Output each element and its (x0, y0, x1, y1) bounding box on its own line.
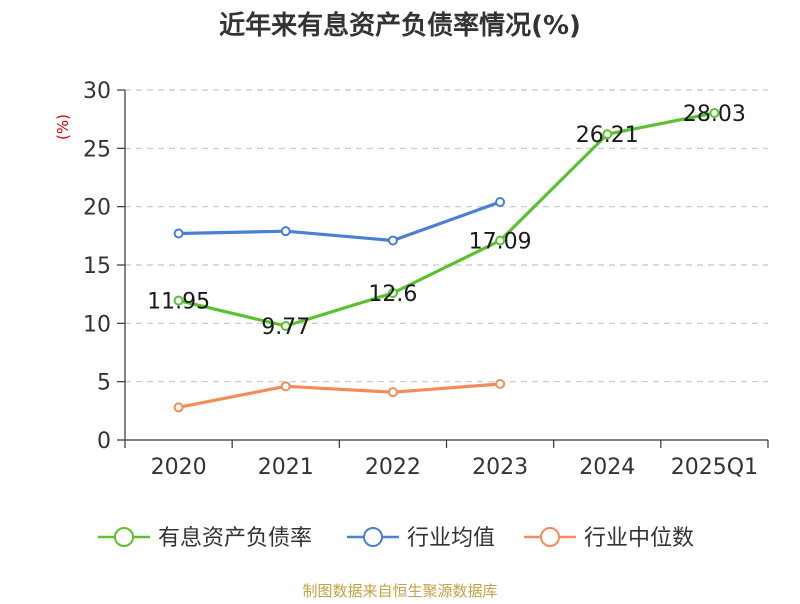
legend-item: 行业中位数 (524, 526, 694, 551)
data-label: 9.77 (261, 315, 310, 340)
legend-item: 行业均值 (347, 526, 495, 551)
y-tick-label: 30 (83, 79, 111, 104)
legend-label: 有息资产负债率 (158, 526, 312, 551)
legend-marker (114, 527, 134, 547)
data-point (173, 295, 184, 306)
gridlines (125, 89, 768, 383)
x-tick-label: 2021 (258, 455, 314, 480)
legend-label: 行业均值 (407, 526, 495, 551)
x-tick-label: 2023 (472, 455, 528, 480)
data-point (495, 235, 506, 246)
x-tick-label: 2020 (151, 455, 207, 480)
data-point (173, 402, 184, 413)
y-axis-label: (%) (54, 114, 72, 140)
data-labels: 11.95 9.77 12.6 17.09 26.21 28.03 (147, 102, 746, 340)
data-point (280, 226, 291, 237)
data-label: 26.21 (576, 123, 639, 148)
data-label: 17.09 (469, 230, 532, 255)
series-line (177, 382, 502, 409)
series-lines (173, 107, 720, 413)
legend-item: 有息资产负债率 (98, 526, 312, 551)
series-line (177, 111, 716, 328)
x-tick-label: 2025Q1 (671, 455, 758, 480)
legend-label: 行业中位数 (584, 526, 694, 551)
y-tick-label: 10 (83, 312, 111, 337)
y-tick-label: 15 (83, 254, 111, 279)
source-note: 制图数据来自恒生聚源数据库 (302, 582, 497, 600)
data-label: 28.03 (683, 102, 746, 127)
data-point (173, 228, 184, 239)
data-point (495, 379, 506, 389)
legend-marker (363, 527, 383, 547)
legend-marker (540, 527, 560, 547)
data-point (387, 288, 398, 298)
x-tick-label: 2022 (365, 455, 421, 480)
x-tick-label: 2024 (579, 455, 635, 480)
legend: 有息资产负债率 行业均值 行业中位数 (98, 526, 694, 551)
data-point (280, 321, 291, 332)
data-label: 12.6 (368, 282, 417, 307)
data-point (709, 107, 720, 118)
data-point (387, 235, 398, 246)
series-line (177, 200, 502, 243)
data-point (387, 387, 398, 398)
axes: 0 5 10 15 20 25 30 2020 2021 2022 2023 2024 2025Q1 (83, 79, 769, 480)
y-tick-label: 0 (97, 429, 111, 454)
data-point (602, 129, 613, 140)
y-tick-label: 20 (83, 196, 111, 221)
data-point (280, 381, 291, 392)
data-label: 11.95 (147, 290, 210, 315)
y-tick-label: 25 (83, 137, 111, 162)
data-point (495, 197, 506, 207)
y-tick-label: 5 (97, 371, 111, 396)
chart-title: 近年来有息资产负债率情况(%) (219, 10, 581, 41)
